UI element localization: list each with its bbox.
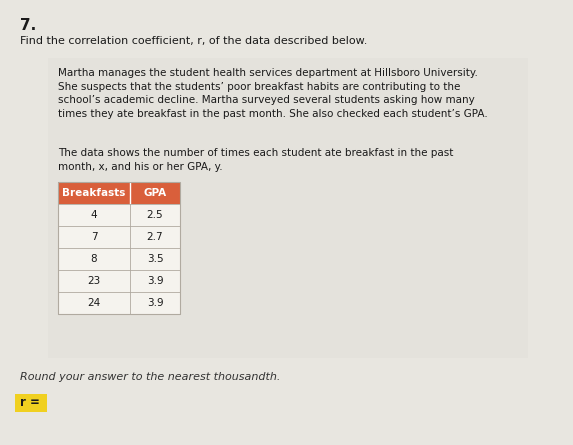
Text: 3.5: 3.5 <box>147 254 163 264</box>
FancyBboxPatch shape <box>58 226 180 248</box>
Text: 7: 7 <box>91 232 97 242</box>
Text: 3.9: 3.9 <box>147 298 163 308</box>
Text: The data shows the number of times each student ate breakfast in the past
month,: The data shows the number of times each … <box>58 148 453 172</box>
Text: Round your answer to the nearest thousandth.: Round your answer to the nearest thousan… <box>20 372 280 382</box>
Text: 7.: 7. <box>20 18 36 33</box>
Text: 8: 8 <box>91 254 97 264</box>
Text: 24: 24 <box>87 298 101 308</box>
FancyBboxPatch shape <box>15 394 47 412</box>
FancyBboxPatch shape <box>58 204 180 226</box>
FancyBboxPatch shape <box>58 248 180 270</box>
Text: Martha manages the student health services department at Hillsboro University.
S: Martha manages the student health servic… <box>58 68 488 119</box>
FancyBboxPatch shape <box>58 292 180 314</box>
Text: GPA: GPA <box>143 188 167 198</box>
Text: 23: 23 <box>87 276 101 286</box>
Text: 2.7: 2.7 <box>147 232 163 242</box>
FancyBboxPatch shape <box>48 58 528 358</box>
FancyBboxPatch shape <box>58 270 180 292</box>
Text: Find the correlation coefficient, r, of the data described below.: Find the correlation coefficient, r, of … <box>20 36 367 46</box>
Text: 4: 4 <box>91 210 97 220</box>
Text: 2.5: 2.5 <box>147 210 163 220</box>
Text: 3.9: 3.9 <box>147 276 163 286</box>
Text: r =: r = <box>20 396 40 409</box>
FancyBboxPatch shape <box>58 182 180 204</box>
Text: Breakfasts: Breakfasts <box>62 188 125 198</box>
